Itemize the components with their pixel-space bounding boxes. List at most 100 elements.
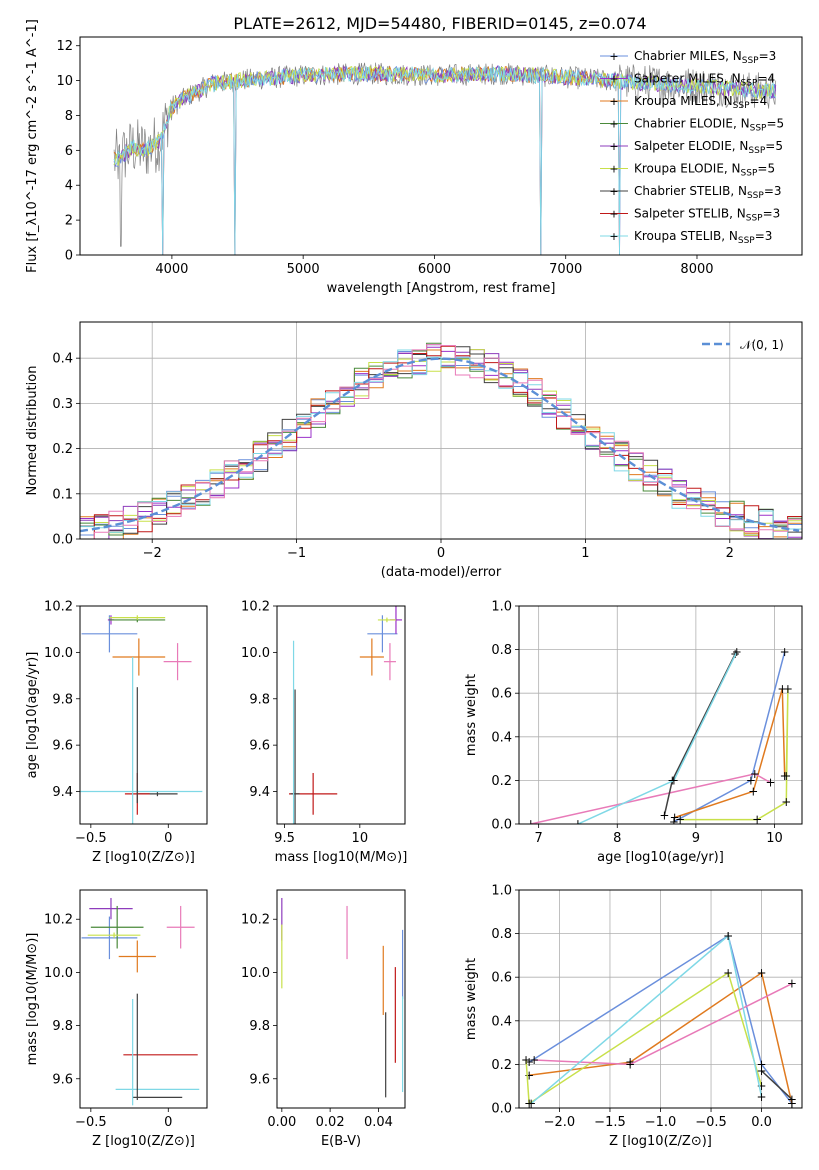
x-tick-label: −1.0: [645, 1115, 677, 1130]
axes-frame: [79, 36, 803, 256]
y-tick-label: 0.4: [491, 1014, 512, 1029]
panel-mass_weight_vs_Z: +++++++++++++ +++++++ −2.0 −1.5 −1.0 −0.5 0.0 0…: [464, 884, 803, 1149]
x-tick-label: 6000: [418, 262, 451, 277]
legend-label-sub: SSP: [748, 146, 765, 156]
mass-weight-point: +: [781, 769, 791, 783]
legend-marker: +: [609, 185, 618, 198]
x-tick-label: 0.00: [267, 1115, 296, 1130]
chart-panels: 4000 5000 6000 7000 8000024681012wavelength …: [25, 19, 803, 1149]
mass-weight-point: +: [675, 813, 685, 827]
x-tick-label: 10: [352, 831, 369, 846]
y-tick-label: 10.2: [44, 913, 73, 928]
legend-label-suffix: =3: [764, 184, 782, 198]
y-tick-label: 10.2: [241, 913, 270, 928]
mass-weight-point: +: [625, 1057, 635, 1071]
legend-label: Chabrier MILES, NSSP=3: [634, 49, 776, 66]
mass-weight-point: +: [723, 966, 733, 980]
panel-age_vs_mass: 9.5 10 9.4 9.6 9.8 10.0 10.2 mass [log10(M/M⊙)]: [241, 600, 408, 866]
mass-weight-point: +: [526, 1097, 536, 1111]
x-tick-label: 1: [581, 546, 589, 561]
y-axis-label: Normed distribution: [25, 366, 40, 496]
legend-label: Chabrier ELODIE, NSSP=5: [634, 117, 784, 134]
x-tick-label: 2: [726, 546, 734, 561]
mass-weight-point: +: [757, 1090, 767, 1104]
y-tick-label: 10: [56, 74, 73, 89]
plot-area: ++++++++ +++++++++++++: [526, 645, 793, 831]
x-tick-label: −0.5: [75, 1115, 107, 1130]
x-axis-label: mass [log10(M/M⊙)]: [275, 850, 408, 865]
x-tick-label: −1.5: [594, 1115, 626, 1130]
panel-mass_vs_Z: −0.5 0 9.6 9.8 10.0 10.2 Z [log10(Z/Z⊙)] mass […: [25, 889, 208, 1149]
mass-weight-point: +: [757, 1057, 767, 1071]
plot-area: [81, 897, 200, 1106]
legend-label-sub: SSP: [741, 169, 758, 179]
legend-label-suffix: =5: [765, 139, 783, 153]
legend-label: Salpeter ELODIE, NSSP=5: [634, 139, 783, 156]
legend-marker: +: [609, 163, 618, 176]
x-tick-label: 0: [437, 546, 445, 561]
mass-weight-point: +: [748, 784, 758, 798]
histogram-salpeter_stelib: [80, 345, 802, 539]
normal-curve-line: [80, 357, 800, 533]
y-tick-label: 10.0: [44, 646, 73, 661]
histogram-kroupa_stelib: [80, 349, 802, 539]
mass-weight-point: +: [529, 1053, 539, 1067]
panel-age_vs_Z: −0.5 0 9.4 9.6 9.8 10.0 10.2 Z [log10(Z/Z⊙)] age…: [25, 600, 208, 865]
mass-weight-point: +: [524, 1068, 534, 1082]
x-axis-label: (data-model)/error: [381, 565, 502, 580]
y-tick-label: 9.8: [249, 692, 270, 707]
x-axis-label: Z [log10(Z/Z⊙)]: [92, 850, 195, 865]
x-tick-label: 0.04: [364, 1115, 393, 1130]
legend-label-suffix: =5: [757, 162, 775, 176]
axes-frame: [79, 605, 208, 825]
legend-label-suffix: =5: [766, 117, 784, 131]
x-tick-label: 8000: [680, 262, 713, 277]
plot-area: [281, 897, 404, 1098]
mass-weight-point: +: [746, 773, 756, 787]
x-axis-label: E(B-V): [321, 1134, 361, 1149]
mass-weight-point: +: [757, 966, 767, 980]
y-tick-label: 1.0: [491, 600, 512, 615]
y-tick-label: 0.6: [491, 687, 512, 702]
x-tick-label: 10: [766, 831, 783, 846]
plot-area: [80, 342, 802, 539]
x-tick-label: 4000: [155, 262, 188, 277]
x-tick-label: 8: [613, 831, 621, 846]
y-tick-label: 9.6: [249, 1072, 270, 1087]
y-tick-label: 0.0: [52, 533, 73, 548]
legend-label-sub: SSP: [738, 236, 755, 246]
mass-weight-point: +: [750, 767, 760, 781]
legend-label-main: Kroupa STELIB, N: [634, 229, 738, 243]
x-tick-label: 0: [164, 1115, 172, 1130]
y-tick-label: 10.2: [241, 600, 270, 615]
mass-weight-point: +: [524, 1097, 534, 1111]
mass-weight-series-line: [530, 934, 763, 1105]
mass-weight-series-line: [577, 651, 738, 824]
x-tick-label: −1: [287, 546, 306, 561]
y-tick-label: 9.8: [249, 1019, 270, 1034]
x-tick-label: 7000: [549, 262, 582, 277]
mass-weight-point: +: [732, 645, 742, 659]
y-tick-label: 9.8: [52, 1019, 73, 1034]
y-tick-label: 9.6: [52, 1072, 73, 1087]
axes-frame: [276, 889, 406, 1109]
x-tick-label: 5000: [287, 262, 320, 277]
legend-label-main: Chabrier ELODIE, N: [634, 117, 750, 131]
legend-label-main: Chabrier STELIB, N: [634, 184, 747, 198]
legend-label-sub: SSP: [750, 124, 767, 134]
mass-weight-series-line: [528, 934, 793, 1105]
legend-label-main: Kroupa MILES, N: [634, 94, 733, 108]
y-tick-label: 0.3: [52, 397, 73, 412]
mass-weight-series-line: [673, 651, 786, 823]
plot-area: [289, 606, 402, 824]
y-tick-label: 0.4: [491, 730, 512, 745]
x-axis-label: Z [log10(Z/Z⊙)]: [92, 1134, 195, 1149]
legend-marker: +: [609, 73, 618, 86]
y-tick-label: 10.0: [241, 966, 270, 981]
panel-mass_vs_ebv: 0.00 0.02 0.04 9.6 9.8 10.0 10.2 E(B-V): [241, 889, 406, 1149]
legend-marker: +: [609, 230, 618, 243]
y-tick-label: 9.8: [52, 692, 73, 707]
y-tick-label: 10.0: [44, 966, 73, 981]
y-tick-label: 0.4: [52, 352, 73, 367]
mass-weight-point: +: [526, 817, 536, 831]
